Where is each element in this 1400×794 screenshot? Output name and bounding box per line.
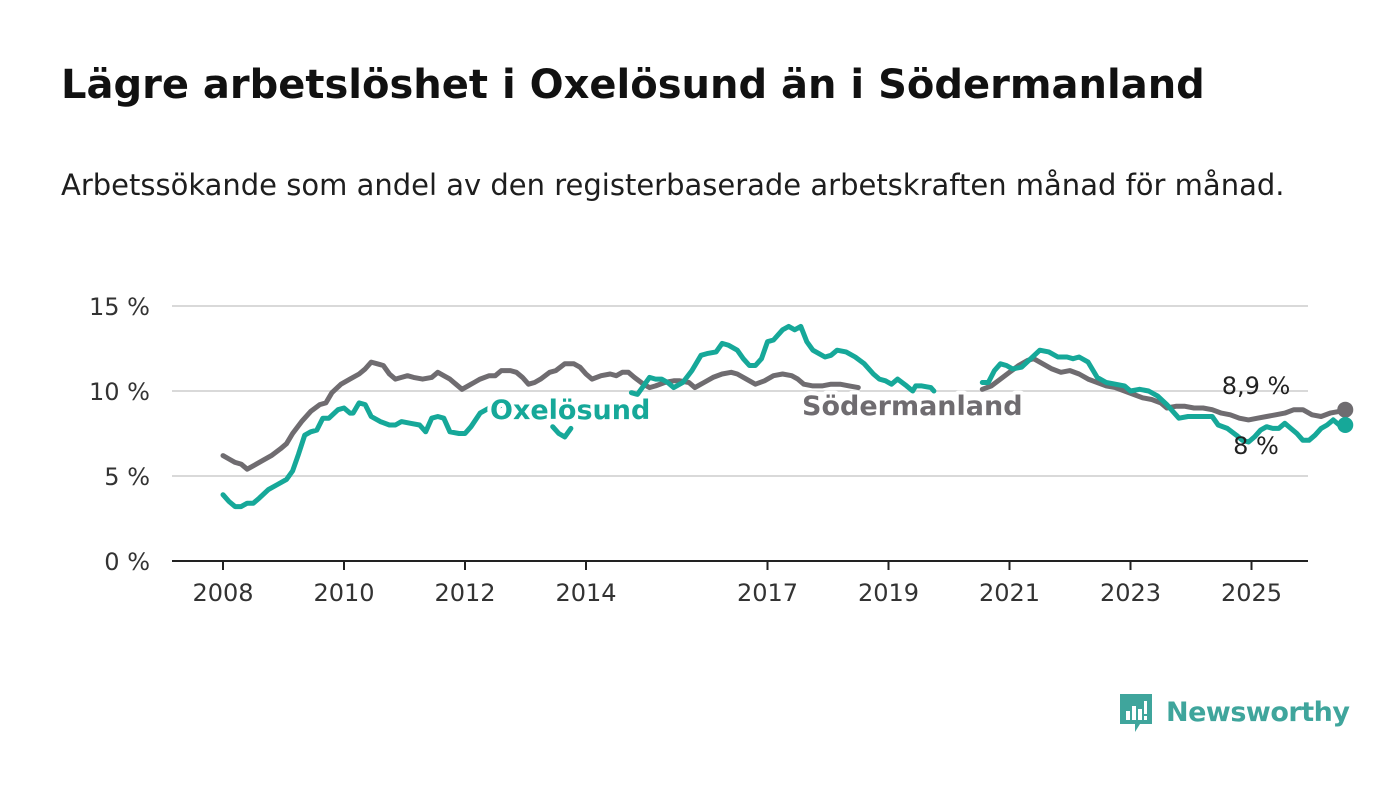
y-tick-label: 5 % <box>104 463 150 491</box>
chart-title: Lägre arbetslöshet i Oxelösund än i Söde… <box>61 62 1205 108</box>
end-marker-sodermanland <box>1337 401 1354 418</box>
chart-subtitle: Arbetssökande som andel av den registerb… <box>61 168 1285 202</box>
y-axis-labels: 0 % 5 % 10 % 15 % <box>89 293 150 576</box>
x-tick-label: 2010 <box>313 579 374 607</box>
x-tick-label: 2017 <box>737 579 798 607</box>
series-line-oxelosund <box>220 323 1348 510</box>
y-tick-label: 0 % <box>104 548 150 576</box>
x-tick-label: 2012 <box>434 579 495 607</box>
end-label-sodermanland: 8,9 % <box>1222 372 1291 400</box>
y-tick-label: 15 % <box>89 293 150 321</box>
series-label-oxelosund-halo: Oxelösund <box>490 395 650 426</box>
end-marker-oxelosund <box>1337 417 1354 433</box>
x-tick-label: 2008 <box>192 579 253 607</box>
x-tick-label: 2019 <box>858 579 919 607</box>
end-label-oxelosund: 8 % <box>1233 432 1279 460</box>
newsworthy-logo-icon <box>1120 694 1152 732</box>
series-label-oxelosund: Oxelösund <box>490 395 650 426</box>
x-tick-label: 2021 <box>979 579 1040 607</box>
brand-name: Newsworthy <box>1166 696 1350 728</box>
newsworthy-logo: Newsworthy <box>1118 690 1350 734</box>
x-tick-label: 2025 <box>1221 579 1282 607</box>
y-tick-label: 10 % <box>89 378 150 406</box>
series-label-sodermanland-halo: Södermanland <box>802 391 1023 422</box>
x-tick-label: 2023 <box>1100 579 1161 607</box>
x-tick-label: 2014 <box>555 579 616 607</box>
series-label-sodermanland: Södermanland <box>802 391 1023 422</box>
series-lines <box>220 323 1348 510</box>
series-line-sodermanland <box>220 356 1348 472</box>
x-axis: 2008 2010 2012 2014 2017 2019 2021 2023 2025 <box>172 560 1308 607</box>
